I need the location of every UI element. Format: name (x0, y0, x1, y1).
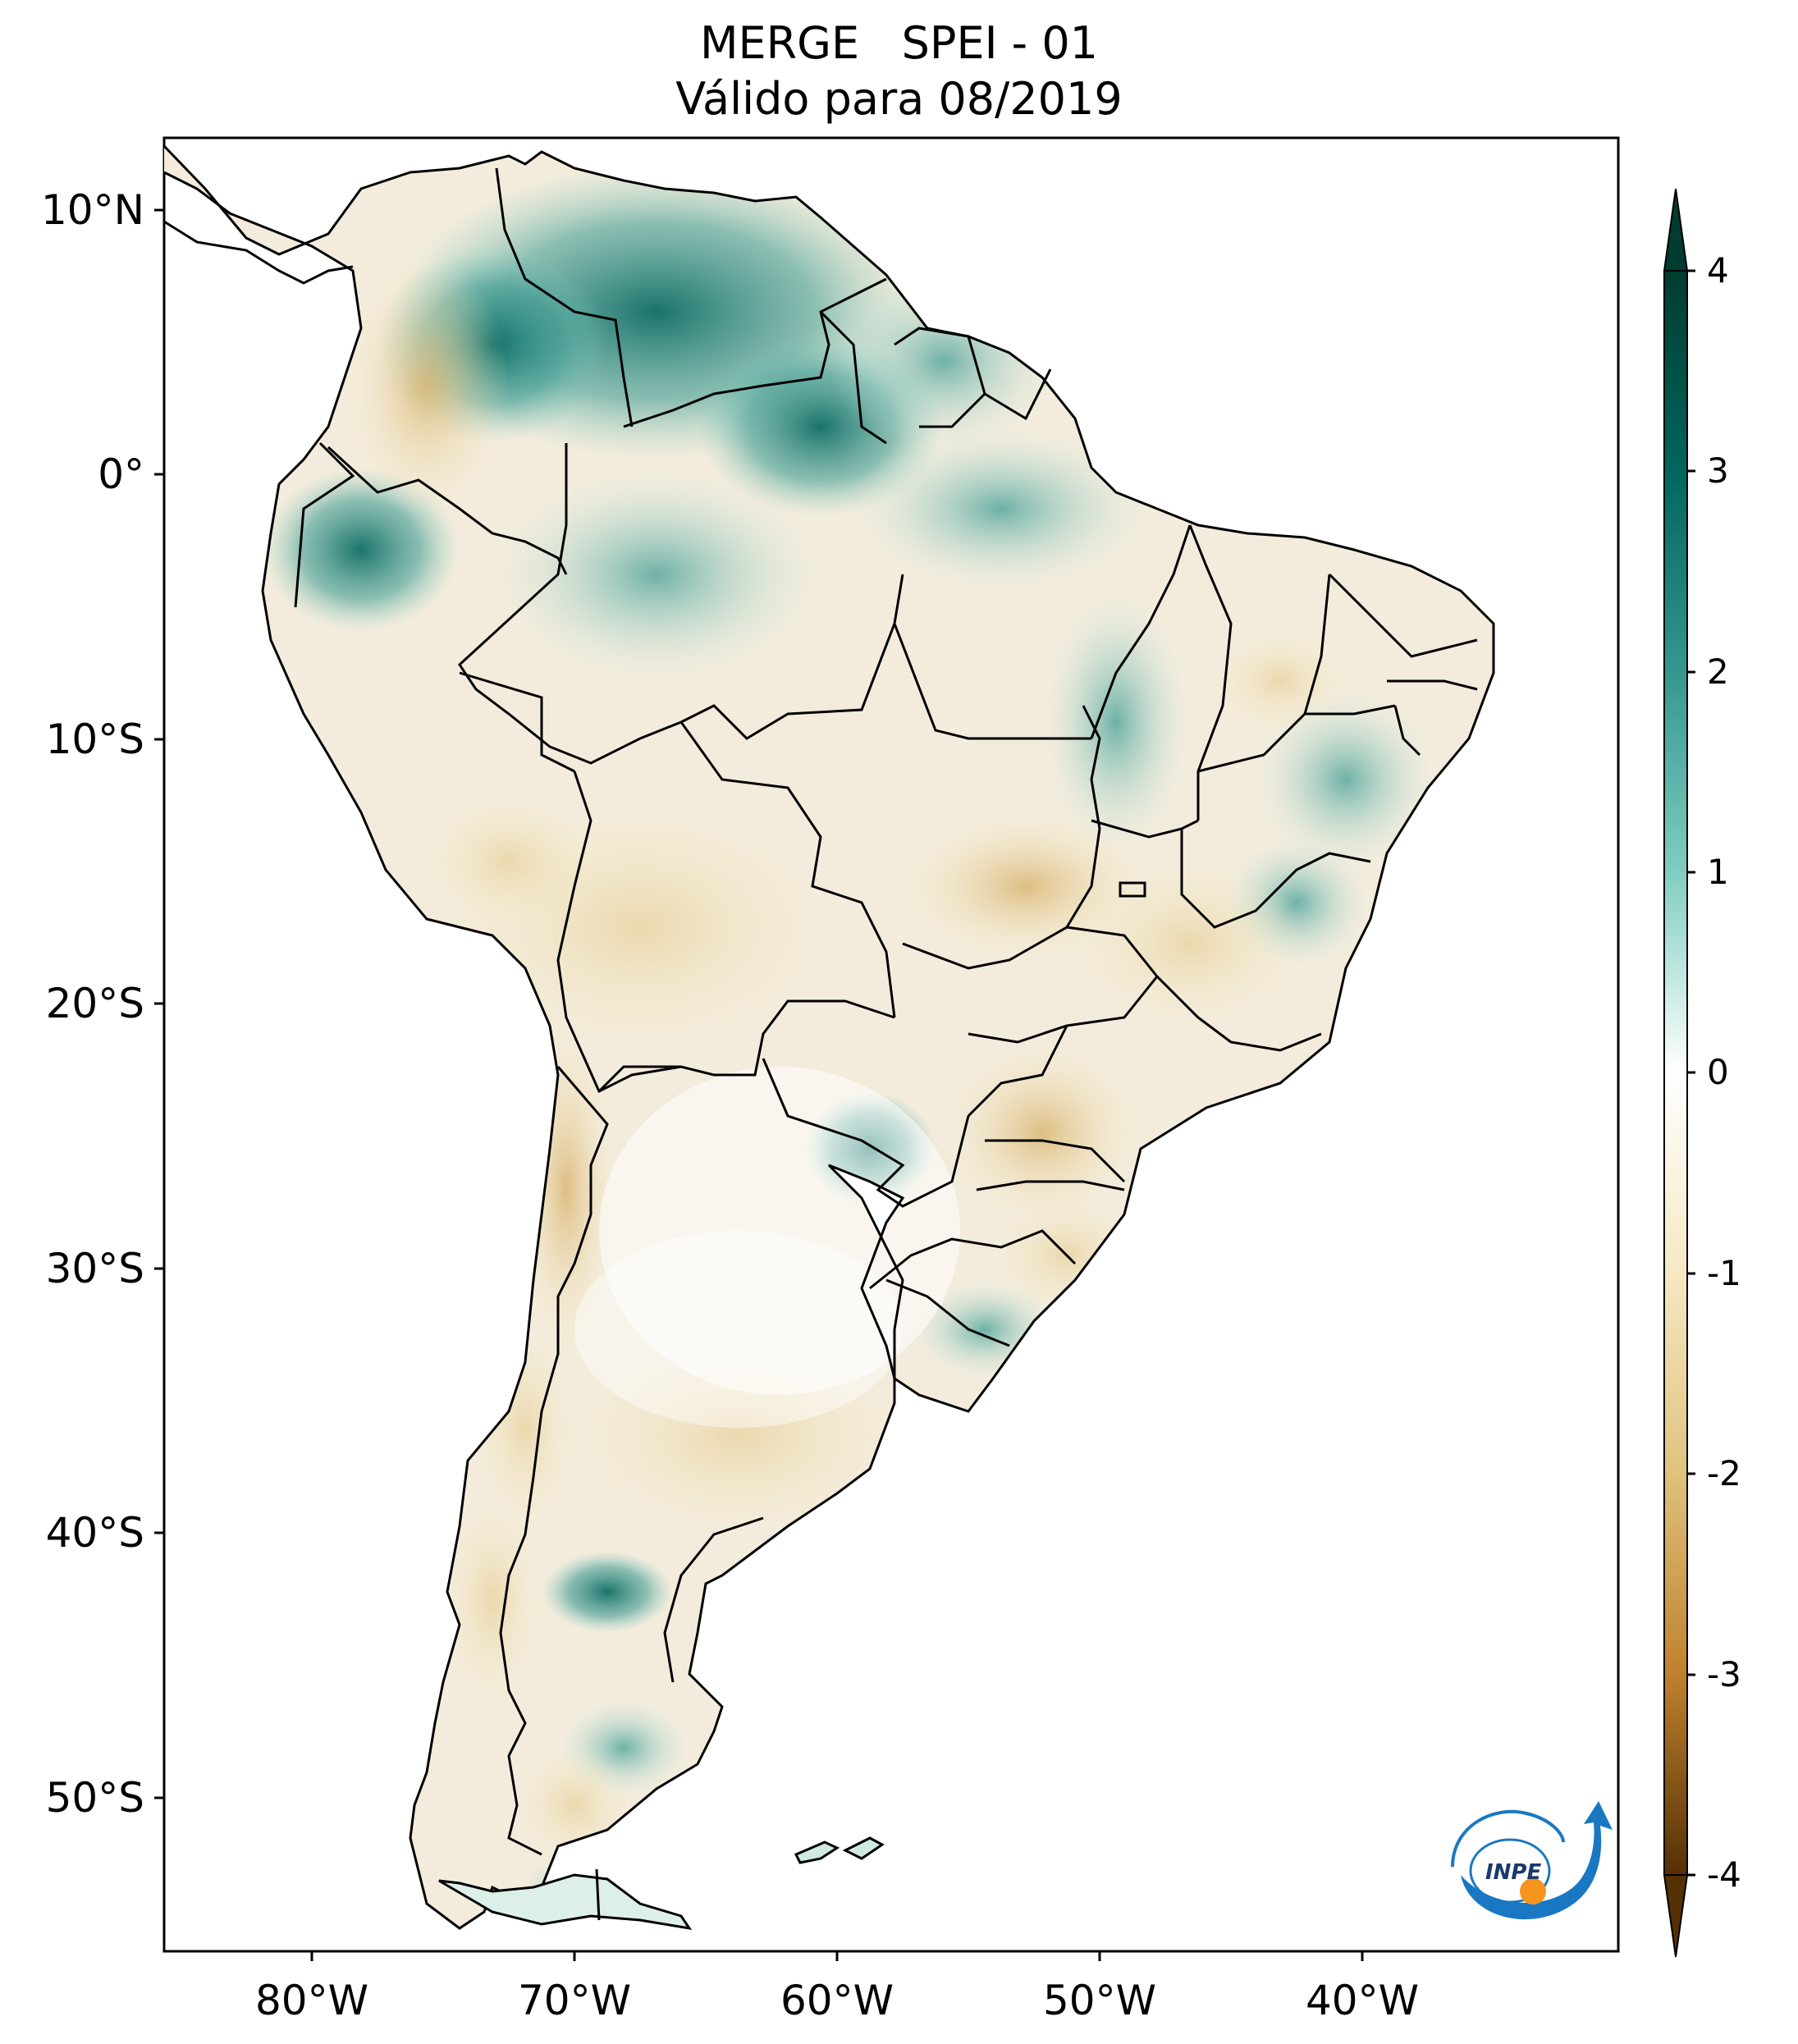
colorbar-tick-3: 3 (1707, 450, 1729, 491)
lon-label-80w: 80°W (254, 1977, 369, 2024)
country-borders (294, 167, 1478, 1856)
lat-label-50s: 50°S (45, 1774, 144, 1822)
lat-label-40s: 40°S (45, 1509, 144, 1557)
lon-label-60w: 60°W (780, 1977, 894, 2024)
latitude-ticks (154, 208, 164, 1799)
lon-label-40w: 40°W (1305, 1977, 1420, 2024)
colorbar-tick-minus-2: -2 (1707, 1453, 1741, 1493)
inpe-logo: INPE (1451, 1801, 1613, 1920)
lon-label-70w: 70°W (517, 1977, 632, 2024)
colorbar-tick-2: 2 (1707, 652, 1729, 692)
central-america-coast (163, 220, 354, 285)
colorbar-tick-0: 0 (1707, 1052, 1729, 1092)
longitude-ticks (310, 1951, 1364, 1961)
coastline (162, 144, 1495, 1930)
colorbar-gradient (1663, 270, 1688, 1876)
colorbar (1663, 188, 1695, 1958)
lat-label-10s: 10°S (45, 716, 144, 763)
lat-label-30s: 30°S (45, 1245, 144, 1292)
lat-label-20s: 20°S (45, 980, 144, 1027)
lat-label-10n: 10°N (40, 186, 144, 234)
colorbar-tick-minus-3: -3 (1707, 1654, 1741, 1694)
lat-label-0: 0° (98, 450, 144, 498)
colorbar-max-extend (1663, 188, 1689, 272)
inpe-logo-text: INPE (1485, 1860, 1541, 1885)
colorbar-tick-1: 1 (1707, 852, 1729, 892)
lon-label-50w: 50°W (1042, 1977, 1157, 2024)
colorbar-tick-4: 4 (1707, 250, 1729, 290)
tierra-del-fuego (438, 1873, 693, 1931)
map-title-line-2: Válido para 08/2019 (675, 73, 1123, 125)
colorbar-tick-minus-1: -1 (1707, 1253, 1741, 1293)
colorbar-tick-minus-4: -4 (1707, 1854, 1741, 1895)
falkland-islands (794, 1836, 885, 1864)
map-title-line-1: MERGE SPEI - 01 (699, 17, 1099, 69)
federal-district-outline (1119, 881, 1146, 898)
colorbar-min-extend (1663, 1874, 1689, 1958)
